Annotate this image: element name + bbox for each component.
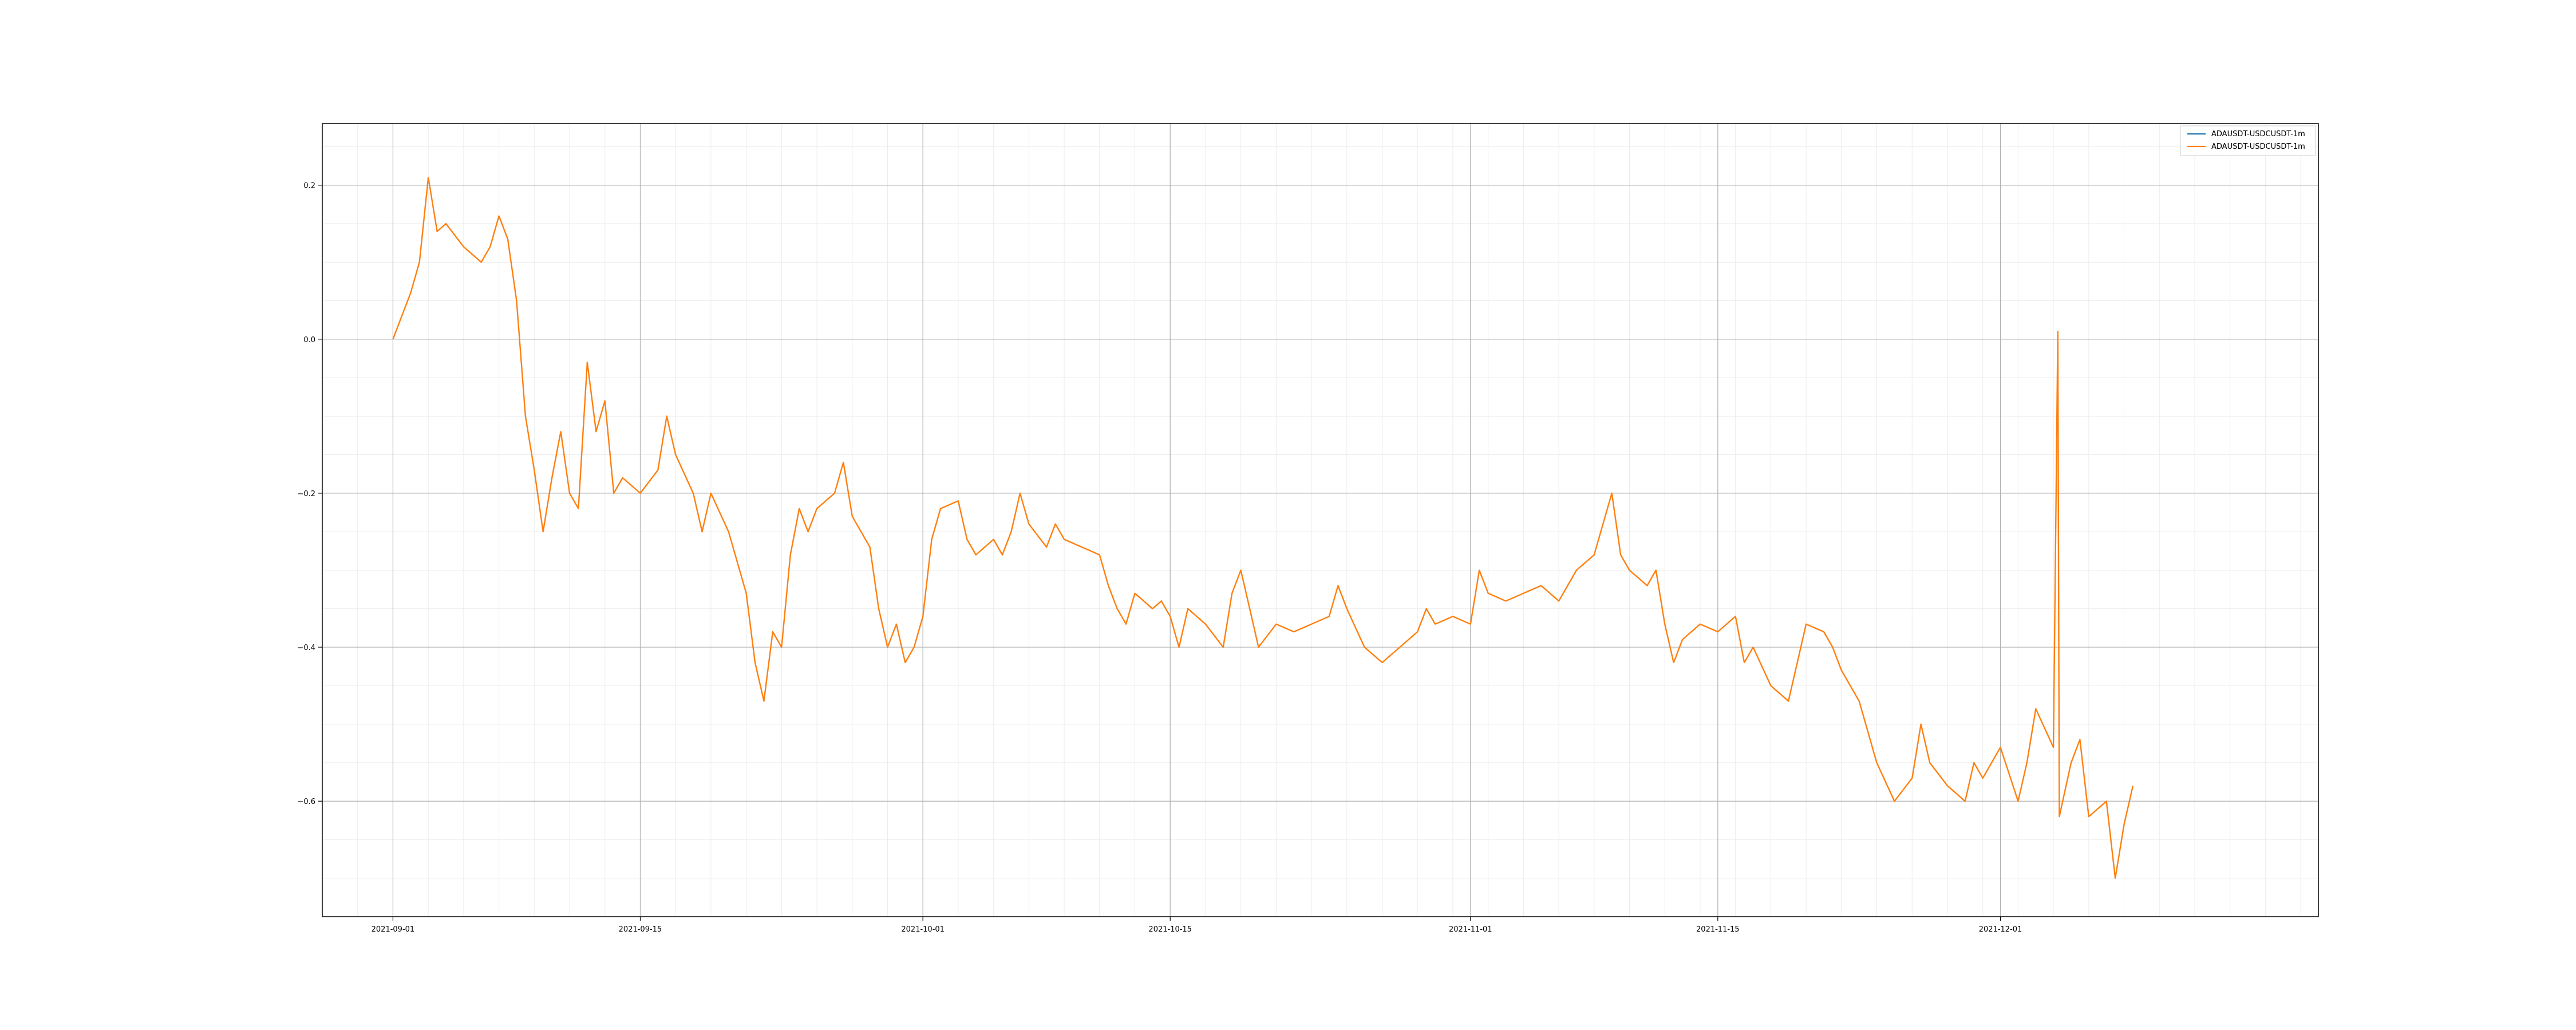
major-grid — [322, 124, 2318, 917]
y-tick-label: −0.4 — [297, 644, 315, 652]
legend-box — [2180, 125, 2316, 156]
series-layer — [392, 177, 2134, 879]
x-tick-label: 2021-11-01 — [1449, 925, 1492, 934]
legend-label-series-1: ADAUSDT-USDCUSDT-1m — [2211, 130, 2305, 138]
legend-label-series-2: ADAUSDT-USDCUSDT-1m — [2211, 142, 2305, 151]
x-tick-label: 2021-10-01 — [901, 925, 945, 934]
x-tick-label: 2021-09-15 — [619, 925, 662, 934]
plot-frame — [322, 123, 2319, 917]
y-tick-label: 0.0 — [303, 336, 315, 344]
legend: ADAUSDT-USDCUSDT-1m ADAUSDT-USDCUSDT-1m — [2180, 125, 2316, 156]
series-line-2 — [392, 177, 2134, 879]
y-axis: −0.6 −0.4 −0.2 0.0 0.2 — [297, 182, 322, 806]
y-tick-label: −0.6 — [297, 798, 315, 806]
x-axis: 2021-09-01 2021-09-15 2021-10-01 2021-10-15… — [372, 917, 2022, 934]
y-tick-label: −0.2 — [297, 490, 315, 498]
x-tick-label: 2021-09-01 — [372, 925, 415, 934]
y-tick-label: 0.2 — [303, 182, 315, 191]
x-tick-label: 2021-12-01 — [1979, 925, 2022, 934]
x-tick-label: 2021-10-15 — [1148, 925, 1192, 934]
x-tick-label: 2021-11-15 — [1696, 925, 1740, 934]
